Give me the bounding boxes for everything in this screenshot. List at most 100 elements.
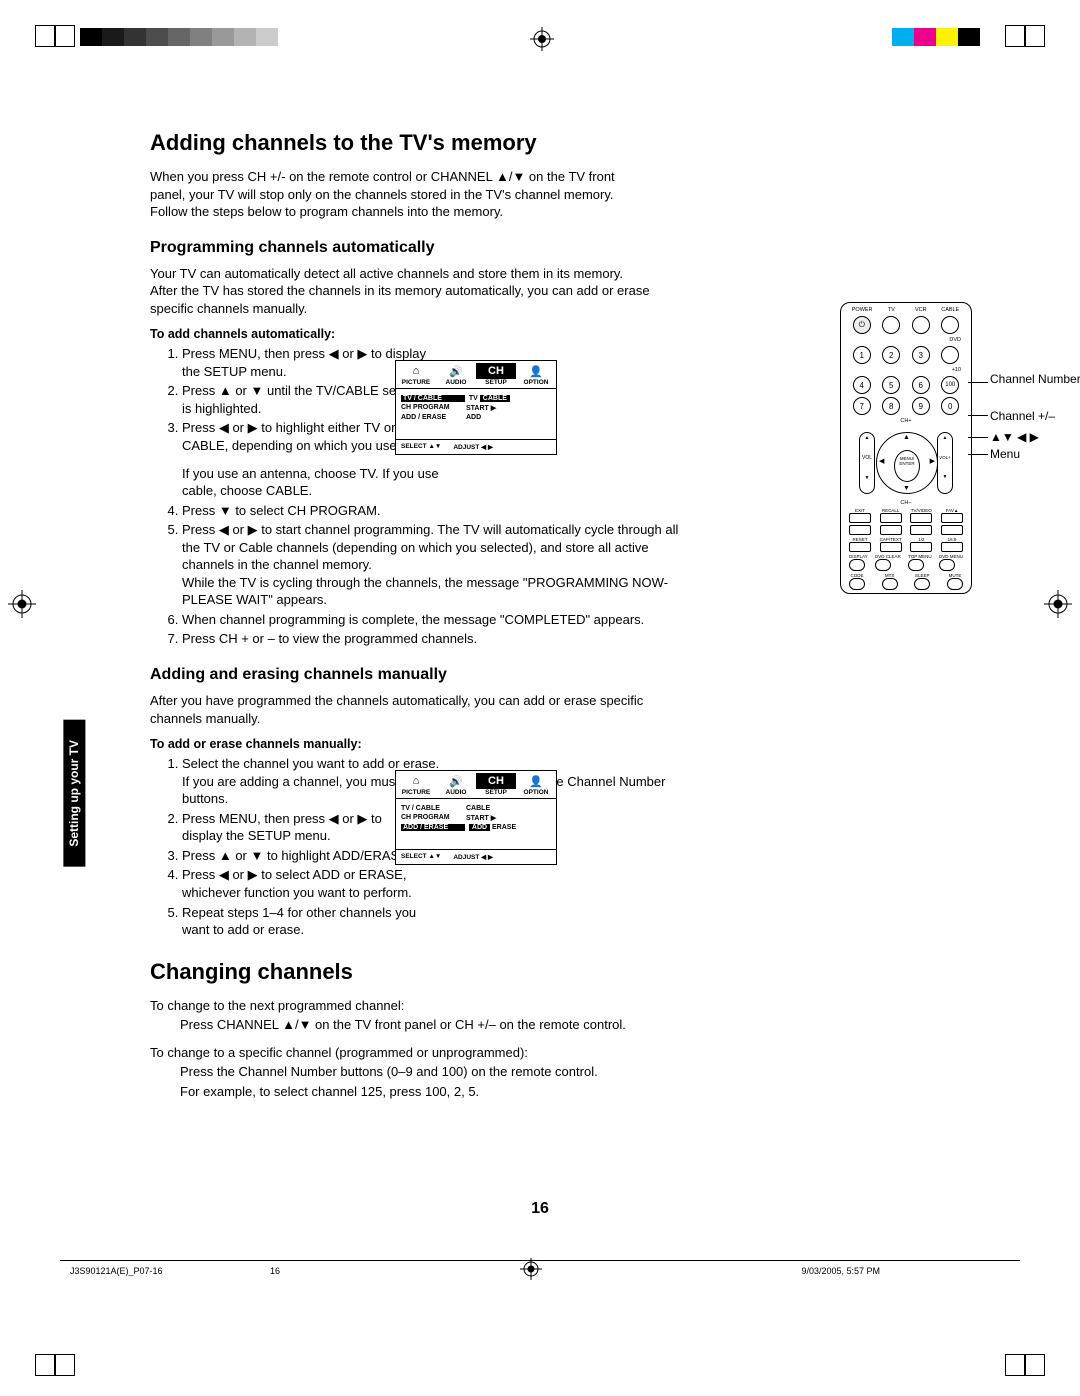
crop-mark — [55, 1354, 75, 1376]
osd-menu-adderase: ⌂PICTURE 🔊AUDIO CHSETUP 👤OPTION TV / CAB… — [395, 770, 557, 865]
crop-mark — [55, 25, 75, 47]
top-printer-marks — [0, 25, 1080, 55]
osd-label: CH PROGRAM — [401, 404, 466, 412]
heading-changing-channels: Changing channels — [150, 959, 930, 985]
main-content: Adding channels to the TV's memory When … — [150, 130, 930, 1110]
osd-label: TV / CABLE — [401, 805, 466, 812]
crop-mark — [35, 1354, 55, 1376]
step-text: When channel programming is complete, th… — [182, 612, 644, 627]
page-number: 16 — [531, 1200, 549, 1218]
changing-intro-2: To change to a specific channel (program… — [150, 1044, 650, 1062]
callout-channel-plus-minus: Channel +/– — [990, 409, 1055, 423]
step: Press ◀ or ▶ to start channel programmin… — [182, 521, 682, 609]
section-tab: Setting up your TV — [63, 720, 85, 867]
callout-line — [968, 454, 988, 455]
osd-value: TV CABLE — [465, 395, 551, 402]
callout-arrows: ▲▼ ◀ ▶ — [990, 430, 1039, 444]
subheading-manual: To add or erase channels manually: — [150, 737, 930, 751]
osd-tab-picture: ⌂PICTURE — [396, 361, 436, 388]
para-programming-auto: Your TV can automatically detect all act… — [150, 265, 650, 318]
osd-tab-setup: CHSETUP — [476, 361, 516, 388]
num-7: 7 — [853, 397, 871, 415]
osd-tab-option: 👤OPTION — [516, 771, 556, 798]
steps-auto-cont: Press ▼ to select CH PROGRAM. Press ◀ or… — [150, 502, 682, 648]
osd-footer: SELECT ▲▼ADJUST ◀ ▶ — [396, 849, 556, 864]
step-text: Repeat steps 1–4 for other channels you … — [182, 905, 416, 938]
dvd-button — [941, 346, 959, 364]
num-0: 0 — [941, 397, 959, 415]
step-text: Select the channel you want to add or er… — [182, 756, 439, 771]
step-text: Press ◀ or ▶ to highlight either TV or C… — [182, 420, 400, 453]
step-text: Press ◀ or ▶ to select ADD or ERASE, whi… — [182, 867, 412, 900]
osd-tab-setup: CHSETUP — [476, 771, 516, 798]
crop-mark — [35, 25, 55, 47]
label: CH+ — [841, 418, 971, 424]
step-note: While the TV is cycling through the chan… — [182, 574, 682, 609]
osd-label: CH PROGRAM — [401, 814, 466, 822]
label: TV — [881, 307, 901, 313]
label: CABLE — [940, 307, 960, 313]
num-4: 4 — [853, 376, 871, 394]
callout-menu: Menu — [990, 447, 1020, 461]
registration-target-icon — [8, 590, 36, 618]
crop-mark — [1005, 25, 1025, 47]
vol-rocker: ▲VOL+▼ — [937, 432, 953, 494]
callout-line — [968, 415, 988, 416]
osd-label: ADD / ERASE — [401, 824, 465, 831]
vol-rocker: ▲VOL▼ — [859, 432, 875, 494]
callout-line — [968, 382, 988, 383]
num-5: 5 — [882, 376, 900, 394]
num-6: 6 — [912, 376, 930, 394]
osd-tabs: ⌂PICTURE 🔊AUDIO CHSETUP 👤OPTION — [396, 771, 556, 799]
dpad: ▲VOL▼ ▲ ▼ ◀ ▶ MENU/ ENTER ▲VOL+▼ — [861, 427, 951, 497]
steps-manual-cont: Press MENU, then press ◀ or ▶ to display… — [150, 810, 417, 939]
osd-value: START ▶ — [466, 404, 551, 412]
osd-tab-picture: ⌂PICTURE — [396, 771, 436, 798]
osd-tab-audio: 🔊AUDIO — [436, 361, 476, 388]
footer-page: 16 — [270, 1266, 280, 1276]
footer-doc-id: J3S90121A(E)_P07-16 — [70, 1266, 163, 1276]
label: +10 — [841, 367, 971, 373]
intro-text: When you press CH +/- on the remote cont… — [150, 168, 650, 221]
vcr-button — [912, 316, 930, 334]
step-text: Press MENU, then press ◀ or ▶ to display… — [182, 346, 426, 379]
changing-intro-1: To change to the next programmed channel… — [150, 997, 650, 1015]
step: Press ▲ or ▼ to highlight ADD/ERASE. — [182, 847, 417, 865]
label: CH− — [841, 500, 971, 506]
step: Press ◀ or ▶ to select ADD or ERASE, whi… — [182, 866, 417, 901]
step-text: Press ▲ or ▼ to highlight ADD/ERASE. — [182, 848, 412, 863]
remote-body: POWER TV VCR CABLE ⏻ DVD 1 2 3 — [840, 302, 972, 594]
osd-tab-audio: 🔊AUDIO — [436, 771, 476, 798]
step-text: Press CH + or – to view the programmed c… — [182, 631, 477, 646]
heading-programming-auto: Programming channels automatically — [150, 239, 930, 257]
menu-enter-button: MENU/ ENTER — [894, 450, 920, 482]
osd-value: ADD — [466, 414, 551, 421]
power-button: ⏻ — [853, 316, 871, 334]
step-note: If you use an antenna, choose TV. If you… — [182, 465, 442, 500]
step-text: Press ▼ to select CH PROGRAM. — [182, 503, 381, 518]
footer-timestamp: 9/03/2005, 5:57 PM — [801, 1266, 880, 1276]
step-text: Press ◀ or ▶ to start channel programmin… — [182, 522, 678, 572]
remote-diagram: POWER TV VCR CABLE ⏻ DVD 1 2 3 — [840, 302, 1080, 602]
num-8: 8 — [882, 397, 900, 415]
label: VCR — [911, 307, 931, 313]
callout-line — [968, 437, 988, 438]
cable-button — [941, 316, 959, 334]
crop-mark — [1005, 1354, 1025, 1376]
registration-target-icon — [520, 1258, 542, 1280]
label: POWER — [852, 307, 872, 313]
osd-footer: SELECT ▲▼ADJUST ◀ ▶ — [396, 439, 556, 454]
crop-mark — [1025, 25, 1045, 47]
grayscale-bar — [80, 28, 278, 46]
remote-lower-buttons: EXITRECALLTV/VIDEOFAV▲ RESETCAP/TEXT1/21… — [847, 508, 965, 590]
osd-value: START ▶ — [466, 814, 551, 822]
num-1: 1 — [853, 346, 871, 364]
num-9: 9 — [912, 397, 930, 415]
changing-example: For example, to select channel 125, pres… — [180, 1083, 680, 1101]
changing-detail-2: Press the Channel Number buttons (0–9 an… — [180, 1063, 680, 1081]
num-2: 2 — [882, 346, 900, 364]
osd-value: CABLE — [466, 805, 551, 812]
heading-manual: Adding and erasing channels manually — [150, 666, 930, 684]
step: Press CH + or – to view the programmed c… — [182, 630, 682, 648]
step: When channel programming is complete, th… — [182, 611, 682, 629]
